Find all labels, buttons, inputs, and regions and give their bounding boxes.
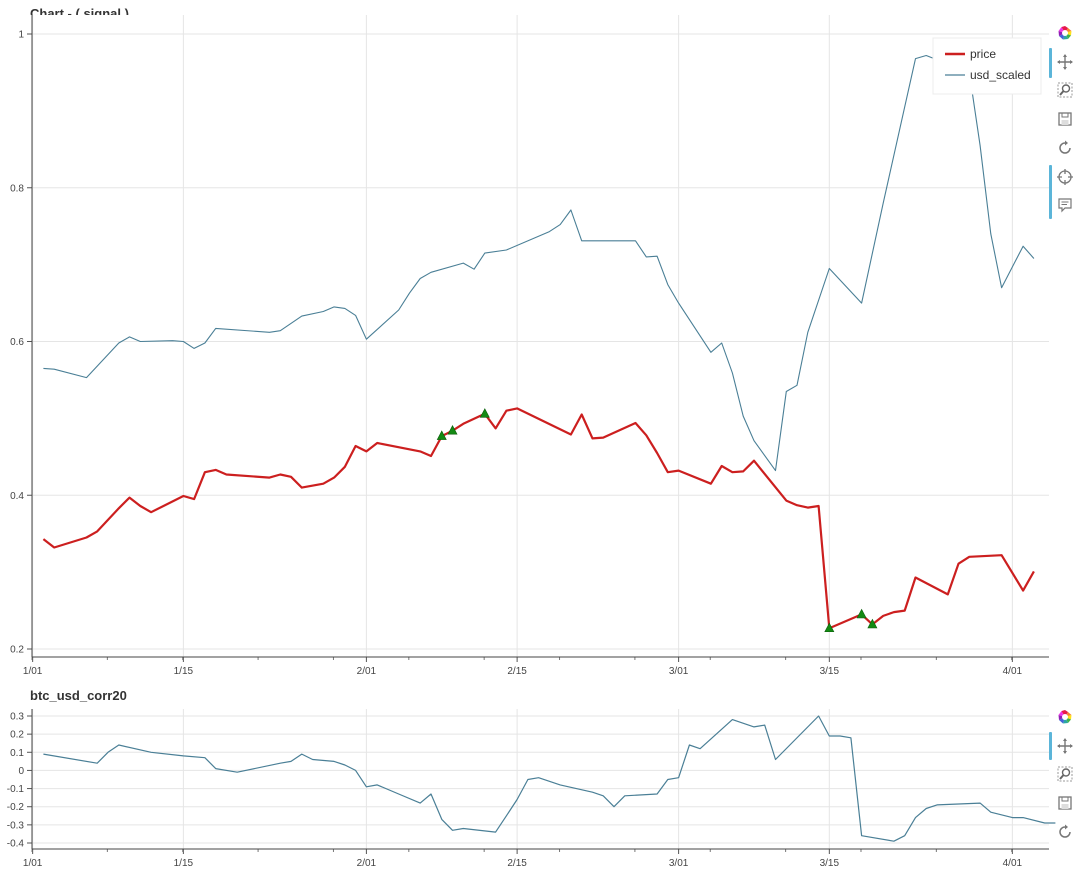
- signal-chart[interactable]: 1/01 1/15 2/01 2/15 3/01 3/15 4/01 0.2 0.4 0.6 0.8…: [0, 0, 1080, 680]
- y-tick-label: 0.2: [10, 645, 24, 656]
- x-tick-label: 2/15: [507, 666, 527, 677]
- x-tick-label: 1/15: [174, 666, 194, 677]
- y-tick-label: 0.8: [10, 183, 24, 194]
- x-tick-label: 1/15: [174, 858, 194, 869]
- y-tick-label: 1: [18, 30, 24, 41]
- signal-marker: [479, 408, 490, 418]
- x-tick-label: 3/01: [669, 666, 689, 677]
- x-tick-label: 2/01: [357, 666, 377, 677]
- pan-tool[interactable]: [1053, 735, 1077, 757]
- reset-tool[interactable]: [1053, 821, 1077, 843]
- reset-icon: [1059, 824, 1071, 838]
- signal-marker: [447, 425, 458, 435]
- toolbar-active-indicator: [1049, 165, 1052, 219]
- pan-icon: [1057, 737, 1073, 754]
- box-zoom-icon: [1057, 766, 1073, 782]
- reset-tool[interactable]: [1053, 137, 1077, 159]
- y-tick-label: -0.3: [7, 820, 25, 831]
- save-icon: [1058, 796, 1072, 810]
- signal-marker: [824, 622, 835, 633]
- y-tick-label: -0.1: [7, 784, 25, 795]
- legend-label[interactable]: usd_scaled: [970, 68, 1031, 82]
- box-zoom-icon: [1057, 82, 1073, 98]
- bokeh-logo-tool[interactable]: [1053, 22, 1077, 44]
- toolbar-active-indicator: [1049, 732, 1052, 760]
- hover-icon: [1058, 198, 1072, 213]
- sub-chart-title: btc_usd_corr20: [30, 688, 127, 703]
- plot-area[interactable]: [30, 15, 1049, 657]
- legend-label[interactable]: price: [970, 47, 996, 61]
- hover-tool[interactable]: [1053, 194, 1077, 216]
- save-tool[interactable]: [1053, 108, 1077, 130]
- y-tick-label: -0.2: [7, 802, 25, 813]
- x-tick-label: 2/01: [357, 858, 377, 869]
- y-tick-label: 0.1: [10, 748, 24, 759]
- pan-icon: [1057, 53, 1073, 70]
- signal-marker: [856, 608, 867, 619]
- box-zoom-tool[interactable]: [1053, 79, 1077, 101]
- x-tick-label: 3/15: [820, 858, 840, 869]
- y-tick-label: 0.2: [10, 730, 24, 741]
- y-tick-label: -0.4: [7, 839, 25, 850]
- crosshair-tool[interactable]: [1053, 166, 1077, 188]
- x-tick-label: 2/15: [507, 858, 527, 869]
- x-tick-label: 1/01: [23, 858, 43, 869]
- series-line-corr: [43, 715, 1056, 842]
- y-tick-label: 0: [18, 766, 24, 777]
- x-tick-label: 4/01: [1003, 666, 1023, 677]
- legend-box: [932, 37, 1042, 95]
- toolbar-active-indicator: [1049, 48, 1052, 78]
- y-tick-label: 0.4: [10, 491, 24, 502]
- series-line-price: [42, 407, 1035, 630]
- y-tick-label: 0.6: [10, 337, 24, 348]
- legend[interactable]: price usd_scaled: [932, 37, 1042, 95]
- pan-tool[interactable]: [1053, 51, 1077, 73]
- x-tick-label: 1/01: [23, 666, 43, 677]
- save-tool[interactable]: [1053, 792, 1077, 814]
- bokeh-logo-icon: [1058, 26, 1072, 40]
- reset-icon: [1059, 140, 1071, 154]
- plot-area[interactable]: [30, 709, 1049, 849]
- crosshair-icon: [1057, 168, 1073, 185]
- x-tick-label: 4/01: [1003, 858, 1023, 869]
- bokeh-logo-icon: [1058, 710, 1072, 724]
- box-zoom-tool[interactable]: [1053, 763, 1077, 785]
- series-line-usd-scaled: [43, 54, 1035, 472]
- signal-marker: [867, 618, 878, 629]
- y-tick-label: 0.3: [10, 712, 24, 723]
- signal-marker: [436, 430, 447, 440]
- save-icon: [1058, 112, 1072, 126]
- bokeh-logo-tool[interactable]: [1053, 706, 1077, 728]
- x-tick-label: 3/15: [820, 666, 840, 677]
- x-tick-label: 3/01: [669, 858, 689, 869]
